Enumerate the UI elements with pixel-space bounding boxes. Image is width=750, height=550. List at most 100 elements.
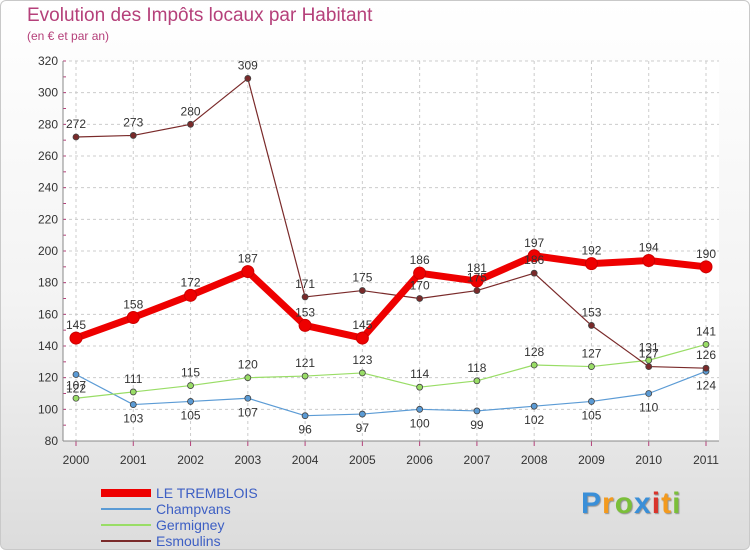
data-point [473,287,481,294]
data-label: 121 [295,356,315,370]
y-tick-label: 80 [45,434,59,448]
data-label: 192 [581,244,601,258]
chart-title: Evolution des Impôts locaux par Habitant [27,5,373,26]
data-label: 273 [123,115,143,129]
data-label: 96 [298,423,312,437]
data-label: 102 [524,413,544,427]
data-label: 181 [467,261,487,275]
series-line-esmoulins [75,77,707,369]
data-point [527,249,541,263]
grid-layer [63,60,719,442]
logo-letter: o [614,487,635,520]
logo-letter: t [661,487,673,520]
x-tick-label: 2008 [521,453,548,467]
x-tick-label: 2004 [292,453,319,467]
data-label: 280 [181,104,201,118]
data-point [702,364,710,372]
y-tick-label: 260 [38,149,58,163]
data-point [584,257,598,271]
data-point [301,293,309,301]
series-line-le-tremblois [72,252,710,342]
data-point [413,266,427,280]
data-label: 105 [181,408,201,422]
data-label: 175 [352,271,372,285]
data-label: 190 [696,247,716,261]
data-point [473,407,481,415]
series-layer [69,75,713,420]
data-point [301,412,309,420]
data-point [699,260,713,274]
x-tick-label: 2001 [120,453,147,467]
data-label: 172 [181,275,201,289]
legend-swatch [101,508,151,510]
legend-item: Champvans [101,501,361,517]
x-tick-label: 2003 [234,453,261,467]
data-point [129,132,137,139]
data-label: 158 [123,298,143,312]
legend-label: Germigney [156,517,225,533]
data-point [69,331,83,345]
data-label: 187 [238,252,258,266]
data-point [358,287,366,294]
data-point [72,133,80,141]
data-point [184,288,198,302]
data-point [187,382,194,389]
logo-letter: i [651,487,662,520]
data-label: 272 [66,117,86,131]
y-tick-label: 320 [38,54,58,68]
x-tick-label: 2006 [406,453,433,467]
data-label: 127 [639,347,659,361]
data-point [244,394,252,402]
data-label: 120 [238,358,258,372]
axis-layer: 80 100 120 140 160 180 200 220 240 260 280 300 320 20… [38,54,719,467]
data-label: 175 [467,271,487,285]
data-point [126,311,140,324]
data-point [129,401,137,408]
data-label: 153 [295,305,315,319]
x-tick-label: 2000 [63,453,90,467]
data-label: 153 [581,305,601,319]
y-tick-label: 100 [38,402,58,416]
data-label: 114 [410,367,429,381]
legend-swatch [101,524,151,526]
data-point [244,374,252,382]
data-point [470,274,484,288]
data-label: 99 [470,418,484,432]
data-point [530,402,538,410]
data-point [244,75,252,82]
data-point [358,369,366,377]
series-line-champvans [75,370,707,417]
data-point [72,394,80,402]
x-tick-label: 2002 [177,453,204,467]
data-label: 309 [238,58,258,72]
logo-letter: x [634,487,652,520]
data-point [358,410,366,418]
data-point [355,331,369,345]
data-label: 111 [124,372,143,386]
data-point [642,254,656,267]
data-point [645,390,653,397]
data-label: 197 [524,236,544,250]
data-point [530,361,538,369]
data-point [588,322,595,329]
logo-letter: r [602,487,615,520]
legend-item: Esmoulins [101,533,361,549]
data-label: 186 [410,253,430,267]
x-tick-label: 2005 [349,453,376,467]
legend-item: LE TREMBLOIS [101,485,361,501]
y-tick-label: 240 [38,181,58,195]
y-tick-label: 200 [38,244,58,258]
data-point [530,269,538,277]
y-tick-label: 160 [38,307,58,321]
logo-letter: P [581,487,603,520]
x-tick-label: 2009 [578,453,605,467]
data-label: 122 [66,382,86,396]
legend-swatch [101,540,151,542]
data-label: 115 [181,366,200,380]
data-point [416,295,424,302]
data-label: 97 [356,421,370,435]
data-point [187,398,194,405]
y-tick-label: 300 [38,86,58,100]
